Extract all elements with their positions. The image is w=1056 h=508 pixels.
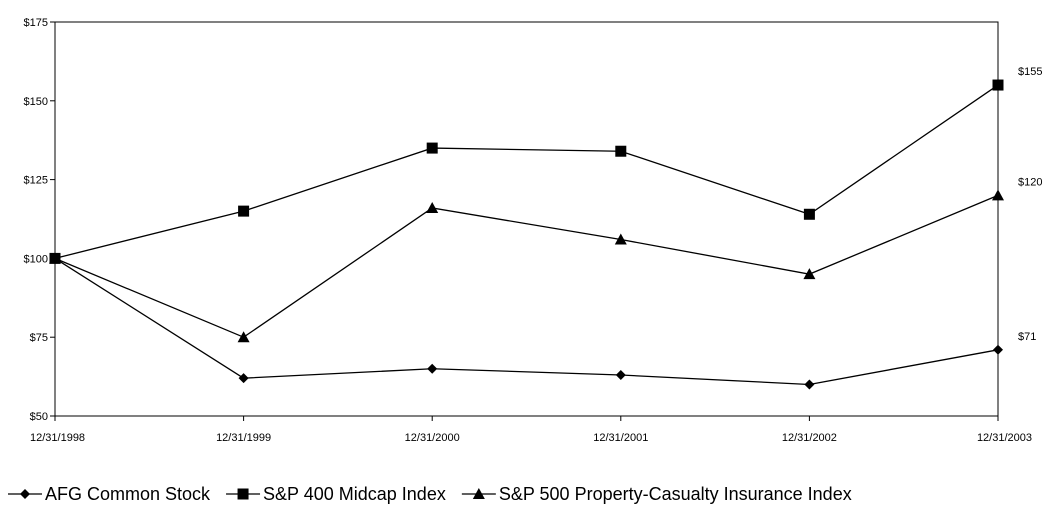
legend-label: AFG Common Stock [45,484,211,504]
series-line [54,84,999,260]
legend-item: S&P 400 Midcap Index [226,484,446,504]
x-tick-label: 12/31/2000 [405,432,460,444]
legend: AFG Common Stock S&P 400 Midcap Index S&P … [8,484,852,504]
x-tick-label: 12/31/2002 [782,432,837,444]
legend-label: S&P 500 Property-Casualty Insurance Inde… [499,484,852,504]
data-point-diamond [238,373,249,384]
data-point-square [426,142,438,154]
legend-item: AFG Common Stock [8,484,211,504]
series-triangle [49,189,1004,343]
data-point-diamond [427,363,438,374]
end-value-label: $120 [1018,176,1042,188]
x-tick-label: 12/31/2001 [593,432,648,444]
data-point-triangle [992,189,1004,201]
data-point-square [238,205,250,217]
y-axis: $50 $75 $100 $125 $150 $175 [24,17,55,423]
data-point-triangle [426,201,439,213]
series-line [54,194,999,338]
y-tick-label: $125 [24,175,48,187]
data-point-diamond [615,370,626,381]
y-tick-label: $175 [24,17,48,29]
y-tick-label: $75 [30,332,48,344]
x-axis: 12/31/1998 12/31/1999 12/31/2000 12/31/2001… [30,416,1032,444]
data-point-diamond [993,344,1003,355]
series-layer [49,79,1004,390]
x-tick-label: 12/31/1999 [216,432,271,444]
data-point-square [615,145,627,157]
legend-marker-diamond [20,489,30,499]
data-point-triangle [237,331,250,343]
y-tick-label: $100 [24,253,48,265]
data-point-square [803,208,815,220]
x-tick-label: 12/31/2003 [977,432,1032,444]
end-value-label: $71 [1018,331,1036,343]
series-line [54,257,999,386]
y-tick-label: $150 [24,96,48,108]
legend-label: S&P 400 Midcap Index [263,484,446,504]
legend-marker-square [237,488,249,500]
data-point-diamond [804,379,815,390]
legend-marker-triangle [472,488,485,499]
end-labels: $71 $155 $120 [1018,66,1042,343]
data-point-triangle [49,252,61,264]
plot-area [54,21,999,417]
legend-item: S&P 500 Property-Casualty Insurance Inde… [461,484,852,504]
data-point-square [992,79,1004,91]
end-value-label: $155 [1018,66,1042,78]
x-tick-label: 12/31/1998 [30,432,85,444]
y-tick-label: $50 [30,411,48,423]
data-point-triangle [614,233,627,245]
data-point-triangle [803,268,816,280]
